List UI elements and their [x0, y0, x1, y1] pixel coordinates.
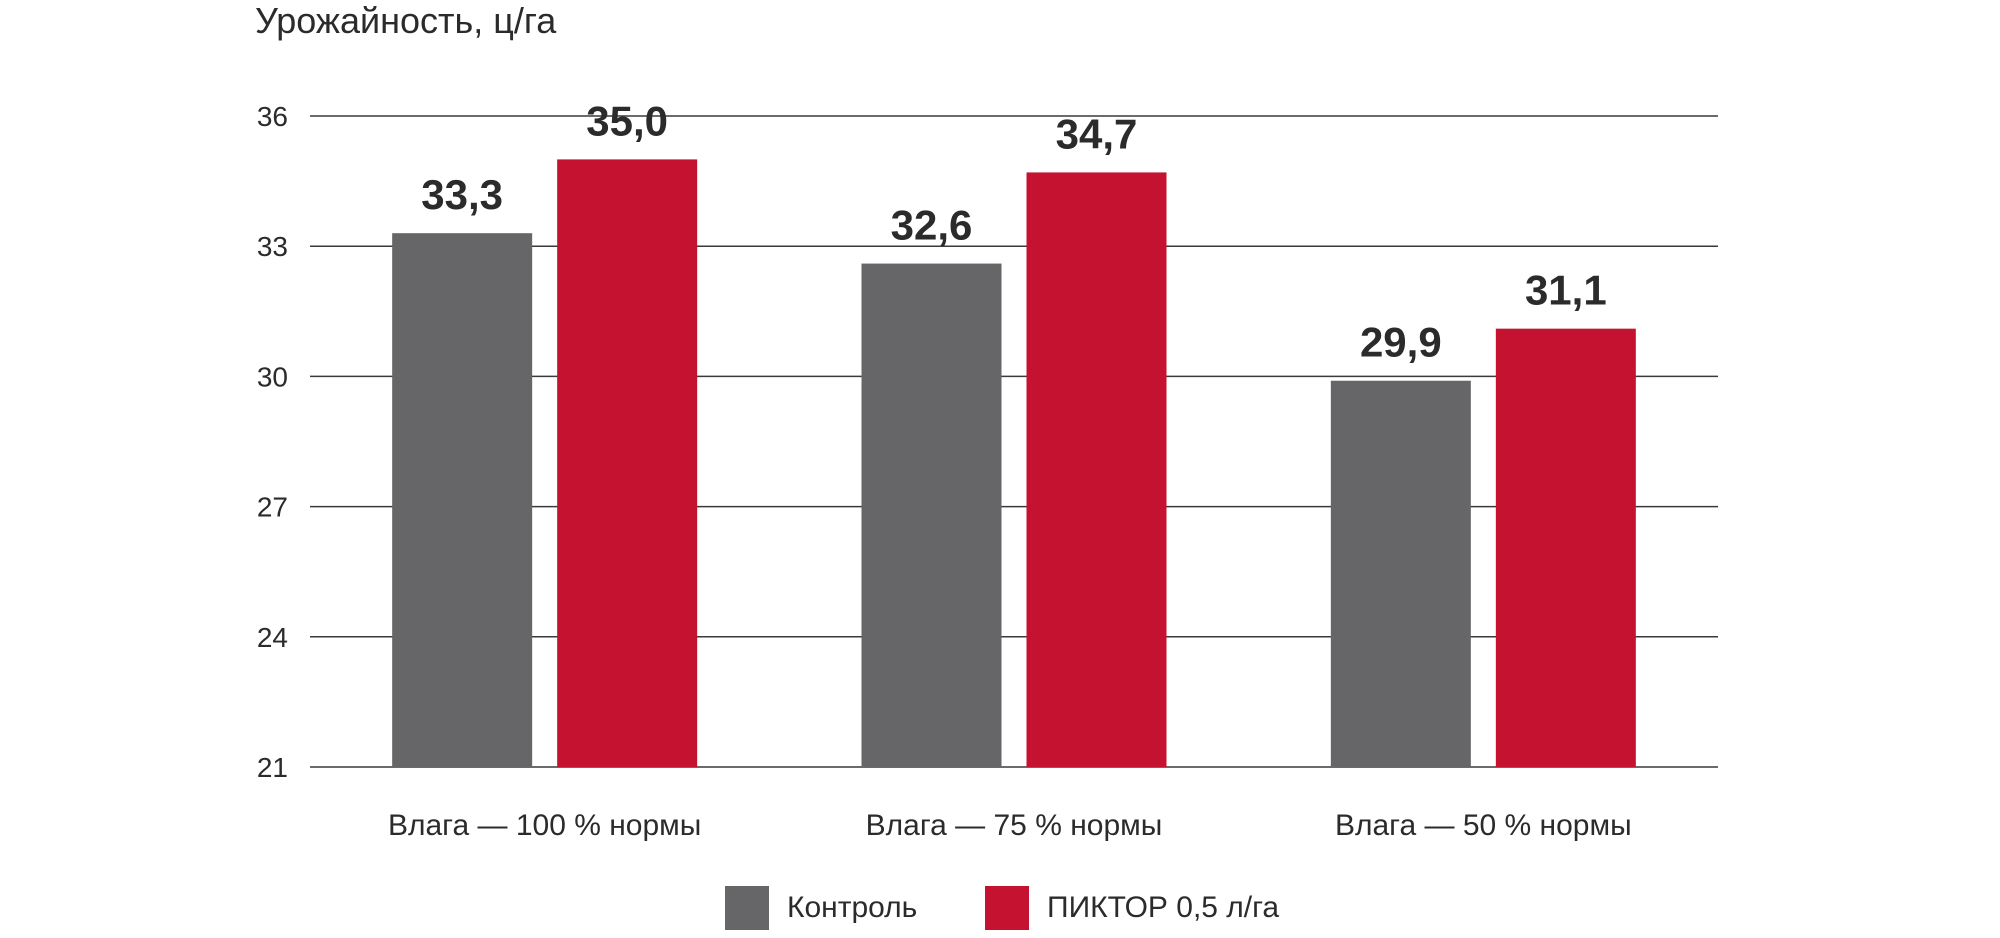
y-tick-labels: 21 24 27 30 33 36	[257, 101, 288, 783]
value-label: 35,0	[586, 97, 668, 144]
bar	[1026, 172, 1167, 768]
x-category-label: Влага — 50 % нормы	[1335, 809, 1632, 842]
value-label: 29,9	[1360, 319, 1442, 366]
legend-swatch	[985, 886, 1029, 930]
value-label: 31,1	[1525, 267, 1607, 314]
bar	[1330, 380, 1471, 767]
y-tick-label: 24	[257, 622, 288, 653]
legend-swatch	[725, 886, 769, 930]
y-tick-label: 33	[257, 231, 288, 262]
legend-label: ПИКТОР 0,5 л/га	[1047, 891, 1279, 924]
y-tick-label: 30	[257, 361, 288, 392]
value-label: 33,3	[421, 171, 503, 218]
y-tick-label: 36	[257, 101, 288, 132]
bar	[392, 233, 533, 767]
bars	[392, 159, 1636, 768]
value-label: 34,7	[1056, 110, 1138, 157]
bar	[861, 263, 1002, 767]
y-axis-label: Урожайность, ц/га	[255, 0, 557, 41]
gridlines	[310, 115, 1718, 768]
y-tick-label: 21	[257, 752, 288, 783]
x-category-label: Влага — 100 % нормы	[388, 809, 701, 842]
value-labels: 33,3 35,0 32,6 34,7 29,9 31,1	[421, 97, 1606, 365]
value-label: 32,6	[891, 202, 973, 249]
legend-label: Контроль	[787, 891, 917, 924]
category-labels: Влага — 100 % нормы Влага — 75 % нормы Вла…	[388, 809, 1632, 842]
x-category-label: Влага — 75 % нормы	[866, 809, 1163, 842]
bar	[1495, 328, 1636, 767]
legend: Контроль ПИКТОР 0,5 л/га	[725, 886, 1279, 930]
y-tick-label: 27	[257, 492, 288, 523]
bar	[557, 159, 698, 767]
